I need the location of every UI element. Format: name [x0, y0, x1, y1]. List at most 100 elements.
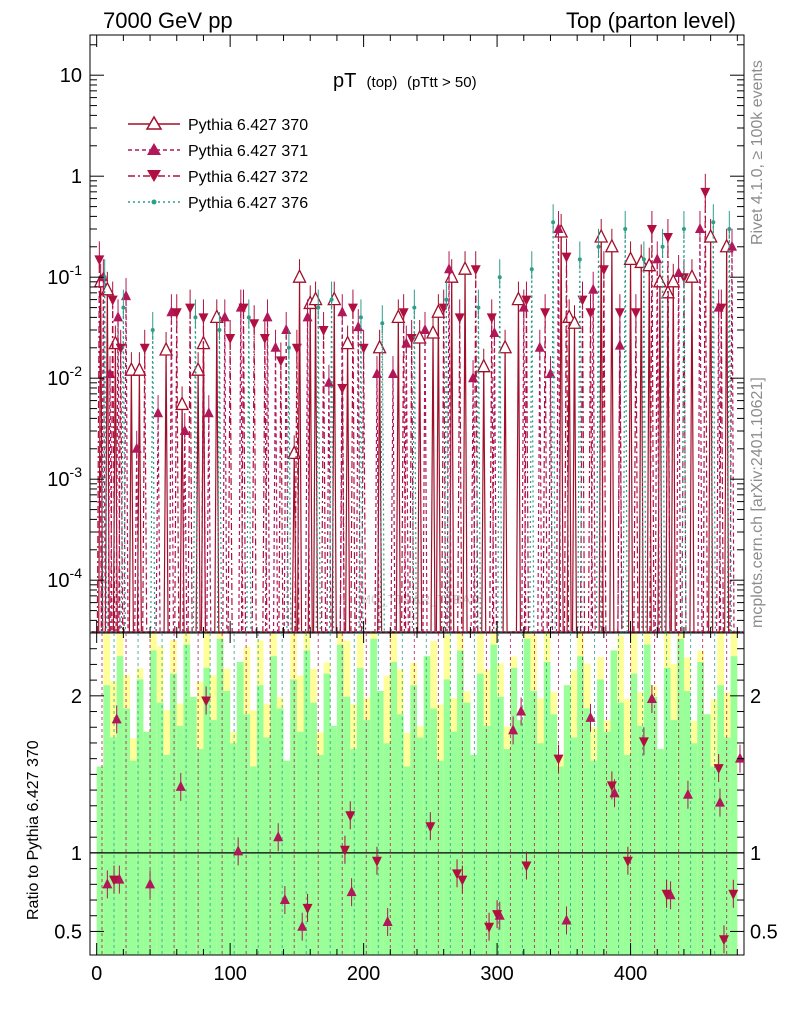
band-green	[490, 644, 498, 955]
data-point	[727, 227, 732, 232]
band-green	[523, 638, 531, 955]
band-green	[630, 673, 638, 955]
ratio-y-tick-label-left: 0.5	[54, 921, 82, 943]
band-green	[637, 725, 644, 955]
data-point	[594, 228, 609, 243]
data-point	[614, 308, 625, 319]
band-green	[403, 766, 411, 955]
band-green	[543, 662, 551, 955]
band-green	[203, 667, 211, 955]
band-green	[236, 662, 244, 955]
band-green	[356, 667, 364, 955]
data-point	[489, 327, 500, 338]
data-point	[371, 368, 382, 379]
band-green	[457, 650, 464, 955]
data-point	[270, 341, 281, 352]
ratio-point-371	[102, 878, 113, 889]
legend-label-370: Pythia 6.427 370	[188, 117, 308, 134]
band-green	[677, 638, 684, 955]
band-green	[717, 685, 724, 955]
data-point	[353, 321, 364, 332]
ratio-point-371	[646, 692, 657, 703]
band-green	[230, 743, 237, 955]
data-point	[454, 313, 465, 324]
data-point	[132, 361, 147, 376]
data-point	[121, 305, 126, 310]
data-point	[398, 308, 409, 319]
ratio-point-372	[521, 861, 532, 872]
data-point	[444, 297, 449, 302]
ratio-ylabel: Ratio to Pythia 6.427 370	[25, 740, 42, 920]
data-point	[577, 295, 588, 306]
data-point	[302, 311, 313, 322]
data-point	[470, 265, 481, 276]
data-point	[678, 273, 689, 284]
data-point	[387, 368, 398, 379]
ratio-point-371	[233, 845, 244, 856]
band-green	[430, 708, 438, 955]
band-green	[530, 691, 538, 955]
legend-label-371: Pythia 6.427 371	[188, 143, 308, 160]
ratio-axes: 0.5 0.5 1 1 2 2 0 100 200 300 400	[54, 633, 778, 985]
data-point	[275, 356, 286, 367]
band-green	[437, 760, 444, 955]
data-point	[291, 343, 302, 354]
x-tick-label: 0	[91, 963, 102, 985]
data-point	[545, 368, 556, 379]
ratio-point-372	[728, 889, 739, 900]
data-point	[534, 341, 545, 352]
data-point	[666, 273, 681, 288]
header-right: Top (parton level)	[566, 8, 736, 33]
band-green	[537, 743, 544, 955]
data-point	[468, 372, 479, 383]
band-green	[650, 696, 658, 955]
data-point	[703, 228, 718, 243]
ratio-point-371	[175, 780, 186, 791]
legend-label-372: Pythia 6.427 372	[188, 169, 308, 186]
band-green	[196, 749, 204, 955]
ratio-point-371	[297, 920, 308, 931]
ratio-point-372	[484, 922, 495, 933]
data-point	[726, 240, 737, 251]
ratio-point-371	[114, 873, 125, 884]
band-green	[590, 760, 598, 955]
ratio-point-372	[371, 856, 382, 867]
data-point	[681, 227, 686, 232]
data-point	[486, 313, 497, 324]
legend-entry-372: Pythia 6.427 372	[128, 169, 308, 186]
ratio-point-371	[665, 889, 676, 900]
ratio-y-tick-label-left: 2	[71, 686, 82, 708]
band-green	[503, 749, 511, 955]
ratio-point-372	[425, 822, 436, 833]
data-point	[150, 328, 155, 333]
data-point	[191, 361, 206, 376]
band-green	[670, 720, 678, 955]
data-point	[249, 319, 260, 330]
ratio-point-372	[713, 764, 724, 775]
band-green	[276, 708, 284, 955]
band-green	[710, 766, 718, 955]
main-series-group	[90, 173, 744, 634]
ratio-point-372	[492, 910, 503, 921]
band-green	[283, 760, 291, 955]
band-green	[223, 691, 231, 955]
band-green	[310, 702, 317, 955]
ratio-point-371	[346, 886, 357, 897]
data-point	[171, 308, 182, 319]
data-point	[596, 244, 601, 249]
ratio-point-371	[145, 878, 156, 889]
data-point	[652, 273, 667, 288]
data-point	[372, 339, 387, 354]
band-green	[323, 673, 331, 955]
data-point	[246, 315, 251, 320]
legend-label-376: Pythia 6.427 376	[188, 195, 308, 212]
band-green	[623, 754, 631, 955]
data-point	[567, 314, 582, 329]
ratio-point-372	[661, 889, 672, 900]
band-green	[477, 673, 484, 955]
data-point	[476, 305, 481, 310]
band-green	[517, 720, 524, 955]
band-green	[617, 702, 624, 955]
data-point	[259, 333, 270, 344]
band-green	[336, 644, 344, 955]
